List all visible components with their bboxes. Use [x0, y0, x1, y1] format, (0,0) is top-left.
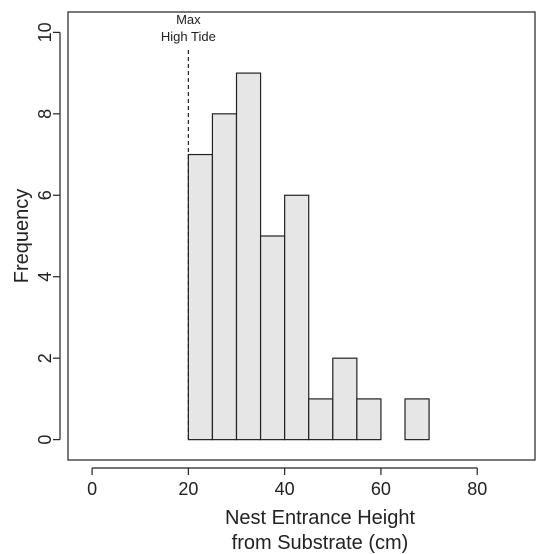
- y-tick-label: 8: [35, 109, 55, 119]
- reference-label-line2: High Tide: [161, 29, 216, 44]
- bars-group: [188, 73, 429, 440]
- histogram-bar: [309, 399, 333, 440]
- y-tick-label: 4: [35, 272, 55, 282]
- histogram-bar: [357, 399, 381, 440]
- histogram-bar: [188, 155, 212, 440]
- x-tick-label: 40: [275, 479, 295, 499]
- x-tick-label: 80: [467, 479, 487, 499]
- reference-label-line1: Max: [176, 12, 201, 27]
- histogram-bar: [261, 236, 285, 440]
- y-tick-label: 6: [35, 190, 55, 200]
- x-tick-label: 60: [371, 479, 391, 499]
- histogram-bar: [237, 73, 261, 440]
- y-axis: 0 2 4 6 8 10: [35, 22, 60, 444]
- histogram-bar: [212, 114, 236, 440]
- y-axis-title: Frequency: [11, 189, 33, 284]
- x-axis-title-line1: Nest Entrance Height: [225, 507, 416, 529]
- x-tick-label: 20: [178, 479, 198, 499]
- histogram-bar: [405, 399, 429, 440]
- x-axis-title-line2: from Substrate (cm): [232, 532, 409, 554]
- y-tick-label: 2: [35, 353, 55, 363]
- histogram-bar: [333, 358, 357, 439]
- y-tick-label: 10: [35, 22, 55, 42]
- x-axis: 0 20 40 60 80: [87, 468, 487, 499]
- x-tick-label: 0: [87, 479, 97, 499]
- histogram-bar: [285, 195, 309, 439]
- y-tick-label: 0: [35, 435, 55, 445]
